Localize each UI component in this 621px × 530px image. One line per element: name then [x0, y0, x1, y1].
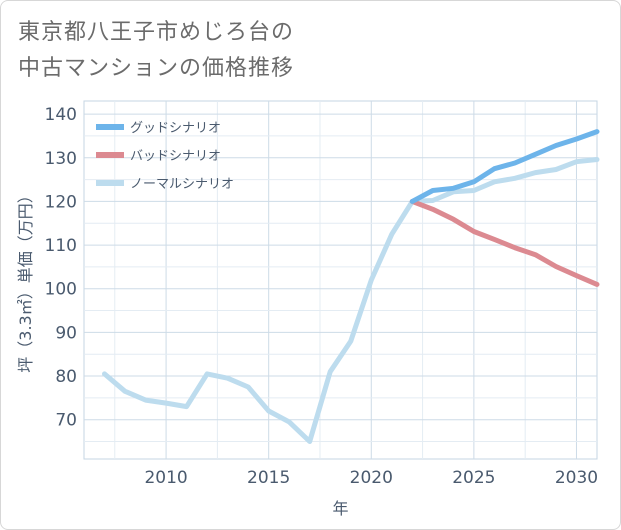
- series-lines: [102, 129, 600, 444]
- series-line-1: [409, 198, 600, 287]
- chart-title-line-1: 東京都八王子市めじろ台の: [18, 20, 295, 45]
- y-tick-label: 140: [45, 105, 77, 125]
- y-tick-label: 70: [55, 411, 77, 431]
- y-tick-label: 100: [45, 280, 77, 300]
- x-tick-label: 2010: [144, 468, 187, 488]
- axes: 2010 2015 2020 2025 2030 70 80 90 100 110 120 130 14…: [45, 105, 599, 488]
- x-tick-label: 2020: [350, 468, 393, 488]
- x-tick-label: 2025: [452, 468, 495, 488]
- y-tick-label: 130: [45, 149, 77, 169]
- y-tick-label: 90: [55, 323, 77, 343]
- y-axis-title: 坪（3.3㎡）単価（万円）: [16, 187, 35, 372]
- chart-title: 東京都八王子市めじろ台の 中古マンションの価格推移: [18, 15, 294, 87]
- chart-title-line-2: 中古マンションの価格推移: [18, 56, 295, 81]
- x-tick-label: 2030: [555, 468, 598, 488]
- y-tick-label: 120: [45, 192, 77, 212]
- y-tick-label: 80: [55, 367, 77, 387]
- grid: [83, 100, 598, 460]
- y-tick-label: 110: [45, 236, 77, 256]
- x-tick-label: 2015: [247, 468, 290, 488]
- x-axis-title: 年: [332, 499, 348, 518]
- series-line-2: [102, 157, 600, 444]
- plot-frame: [83, 100, 598, 460]
- legend-label: ノーマルシナリオ: [130, 177, 234, 192]
- legend-label: グッドシナリオ: [130, 121, 221, 136]
- series-line-0: [409, 129, 600, 204]
- legend-label: バッドシナリオ: [130, 149, 221, 164]
